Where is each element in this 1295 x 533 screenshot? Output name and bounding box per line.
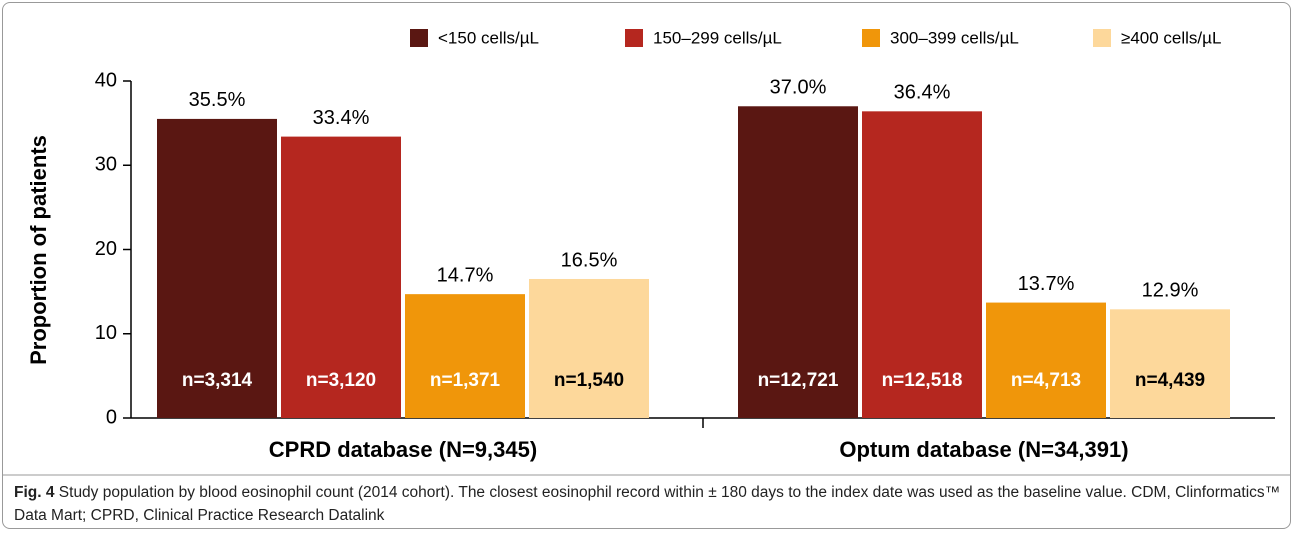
value-label: 12.9% [1142, 280, 1199, 302]
x-tick-label: Optum database (N=34,391) [839, 437, 1128, 462]
count-label: n=4,713 [1011, 370, 1081, 391]
value-label: 14.7% [437, 264, 494, 286]
value-label: 35.5% [189, 89, 246, 111]
y-tick-label: 40 [95, 69, 117, 91]
bar [986, 302, 1106, 418]
value-label: 36.4% [894, 82, 951, 104]
count-label: n=3,120 [306, 370, 376, 391]
count-label: n=1,540 [554, 370, 624, 391]
value-label: 33.4% [313, 107, 370, 129]
count-label: n=12,518 [882, 370, 963, 391]
y-tick-label: 0 [106, 406, 117, 428]
y-tick-label: 30 [95, 154, 117, 176]
y-tick-label: 10 [95, 322, 117, 344]
bar [157, 118, 277, 418]
y-tick-label: 20 [95, 238, 117, 260]
legend-swatch [862, 29, 880, 47]
legend-swatch [410, 29, 428, 47]
bar [529, 278, 649, 418]
count-label: n=3,314 [182, 370, 253, 391]
legend-label: ≥400 cells/µL [1121, 28, 1221, 47]
value-label: 37.0% [770, 77, 827, 99]
count-label: n=1,371 [430, 370, 501, 391]
caption-text: Study population by blood eosinophil cou… [14, 484, 1281, 524]
caption: Fig. 4 Study population by blood eosinop… [14, 481, 1282, 527]
x-tick-label: CPRD database (N=9,345) [269, 437, 537, 462]
bar [862, 111, 982, 418]
legend-swatch [625, 29, 643, 47]
value-label: 13.7% [1018, 273, 1075, 295]
count-label: n=4,439 [1135, 370, 1205, 391]
bar [405, 294, 525, 418]
count-label: n=12,721 [758, 370, 839, 391]
value-label: 16.5% [561, 249, 618, 271]
legend-label: <150 cells/µL [438, 28, 539, 47]
bar [738, 106, 858, 419]
legend-label: 300–399 cells/µL [890, 28, 1019, 47]
y-axis-label: Proportion of patients [26, 135, 51, 365]
caption-label: Fig. 4 [14, 484, 55, 501]
bar [281, 136, 401, 419]
legend-swatch [1093, 29, 1111, 47]
legend-label: 150–299 cells/µL [653, 28, 782, 47]
bar [1110, 309, 1230, 418]
